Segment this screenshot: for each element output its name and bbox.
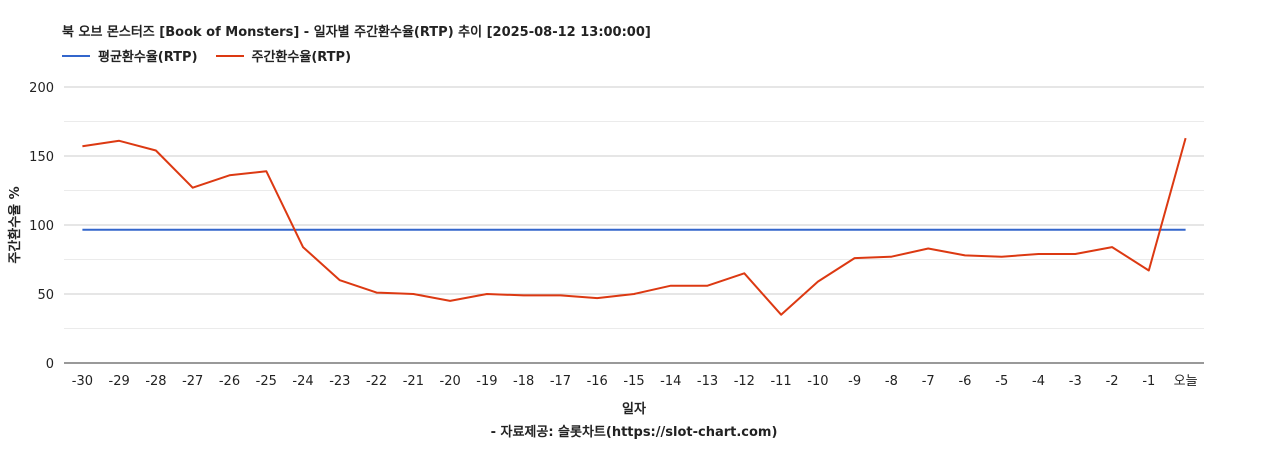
chart-title: 북 오브 몬스터즈 [Book of Monsters] - 일자별 주간환수율…	[62, 25, 651, 40]
x-tick-label: -21	[403, 374, 424, 389]
x-tick-label: -29	[109, 374, 130, 389]
legend-label-weekly: 주간환수율(RTP)	[251, 50, 352, 65]
series-lines	[82, 137, 1187, 316]
x-tick-label: -19	[476, 374, 497, 389]
x-tick-label: -20	[440, 374, 461, 389]
y-axis-title: 주간환수율 %	[7, 186, 23, 263]
y-tick-label: 100	[29, 219, 54, 234]
y-tick-label: 150	[29, 150, 54, 165]
chart-legend: 평균환수율(RTP) 주간환수율(RTP)	[62, 46, 369, 65]
x-tick-label: -22	[366, 374, 387, 389]
x-tick-label: -10	[807, 374, 828, 389]
x-tick-label: -27	[182, 374, 203, 389]
x-tick-label: -24	[292, 374, 313, 389]
legend-item-average[interactable]: 평균환수율(RTP)	[62, 46, 198, 65]
x-tick-label: -4	[1032, 374, 1045, 389]
x-tick-label: -18	[513, 374, 534, 389]
x-tick-label: -25	[256, 374, 277, 389]
x-axis-title: 일자	[622, 402, 646, 417]
legend-swatch-weekly	[215, 54, 244, 57]
x-tick-label: -8	[885, 374, 898, 389]
legend-item-weekly[interactable]: 주간환수율(RTP)	[215, 46, 352, 65]
x-tick-label: -28	[145, 374, 166, 389]
series-line-weekly	[82, 137, 1187, 316]
x-tick-label: -13	[697, 374, 718, 389]
x-tick-label: -9	[848, 374, 861, 389]
y-tick-label: 200	[29, 81, 54, 96]
x-tick-label: -23	[329, 374, 350, 389]
x-tick-label: -11	[770, 374, 791, 389]
x-tick-label: -30	[72, 374, 93, 389]
x-tick-label: -14	[660, 374, 681, 389]
x-tick-label: -17	[550, 374, 571, 389]
y-axis-tick-labels: 0 50 100 150 200	[29, 81, 54, 372]
x-tick-label: -7	[922, 374, 935, 389]
legend-swatch-average	[62, 54, 90, 57]
x-tick-label: -16	[587, 374, 608, 389]
x-tick-label: -3	[1069, 374, 1082, 389]
x-tick-label: -12	[734, 374, 755, 389]
x-tick-label: -2	[1106, 374, 1119, 389]
x-tick-label: -15	[623, 374, 644, 389]
gridlines	[64, 86, 1204, 329]
x-tick-label: 오늘	[1174, 374, 1198, 389]
source-note: - 자료제공: 슬롯차트(https://slot-chart.com)	[490, 425, 778, 440]
x-tick-label: -1	[1142, 374, 1155, 389]
x-tick-label: -5	[995, 374, 1008, 389]
chart-plot: 0 50 100 150 200 -30 -29 -28 -27 -26 -25 -24 -23 -22…	[7, 81, 1204, 417]
y-tick-label: 50	[37, 288, 54, 303]
legend-label-average: 평균환수율(RTP)	[98, 50, 198, 65]
x-axis-tick-labels: -30 -29 -28 -27 -26 -25 -24 -23 -22 -21 -20 -19 -18 -…	[72, 374, 1198, 389]
x-tick-label: -26	[219, 374, 240, 389]
y-tick-label: 0	[46, 357, 54, 372]
x-tick-label: -6	[958, 374, 971, 389]
